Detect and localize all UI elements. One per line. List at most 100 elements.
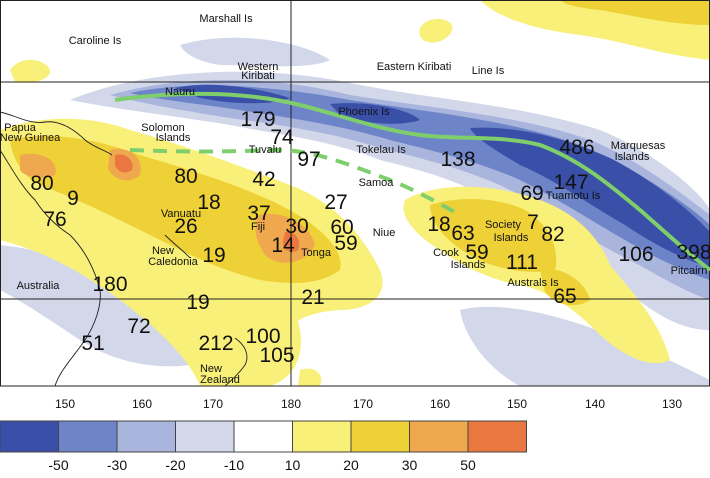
rainfall-value-27: 106 (618, 243, 653, 266)
label-vanuatu: Vanuatu (161, 208, 201, 220)
legend-swatch-8 (467, 420, 527, 453)
rainfall-value-1: 74 (270, 126, 294, 149)
rainfall-value-5: 80 (30, 172, 53, 195)
label-kiribati: Kiribati (241, 70, 275, 82)
label-cook-islands: Islands (451, 259, 486, 271)
spcz-dashed-line (129, 147, 461, 217)
rainfall-value-23: 14 (271, 234, 295, 257)
longitude-label-1: 160 (132, 397, 152, 411)
rainfall-value-10: 147 (553, 171, 588, 194)
anomaly-region (10, 59, 51, 83)
anomaly-region (206, 289, 301, 386)
rainfall-value-11: 69 (520, 182, 543, 205)
rainfall-value-16: 60 (330, 216, 353, 239)
label-line-is: Line Is (472, 65, 505, 77)
label-marquesas: Marquesas (611, 140, 666, 152)
legend-swatch-5 (292, 420, 352, 453)
label-new-caledonia-1: New (152, 245, 174, 257)
rainfall-value-7: 80 (174, 165, 197, 188)
rainfall-value-8: 18 (197, 191, 220, 214)
label-new-zealand-1: New (200, 363, 222, 375)
new-caledonia-coast (164, 234, 191, 259)
rainfall-value-36: 100 (245, 325, 280, 348)
legend-swatch-1 (58, 420, 118, 453)
rainfall-value-35: 212 (198, 332, 233, 355)
anomaly-region (20, 153, 56, 178)
itcz-line (114, 91, 710, 272)
label-papua: Papua (4, 122, 37, 134)
rainfall-value-30: 21 (301, 286, 324, 309)
rainfall-value-20: 82 (541, 223, 564, 246)
place-labels: Marshall Is Caroline Is Western Kiribati… (0, 13, 707, 386)
rainfall-value-28: 398 (676, 241, 710, 264)
legend-tick-2: -20 (165, 457, 185, 473)
rainfall-value-25: 59 (465, 241, 488, 264)
rainfall-value-4: 486 (559, 136, 594, 159)
label-pitcairn: Pitcairn (671, 265, 708, 277)
label-tonga: Tonga (301, 247, 332, 259)
legend-tick-5: 20 (343, 457, 359, 473)
rainfall-value-15: 27 (324, 191, 347, 214)
legend-swatch-6 (350, 420, 410, 453)
anomaly-region (470, 127, 710, 268)
legend-swatch-3 (175, 420, 235, 453)
australia-coast (0, 149, 101, 387)
label-tokelau-is: Tokelau Is (356, 144, 406, 156)
label-society: Society (485, 219, 522, 231)
label-new-caledonia-2: Caledonia (148, 256, 198, 268)
legend-tick-7: 50 (460, 457, 476, 473)
label-australs-is: Australs Is (507, 277, 559, 289)
label-society-islands: Islands (494, 232, 529, 244)
label-australia: Australia (17, 280, 61, 292)
anomaly-region (430, 198, 557, 272)
anomaly-region (180, 37, 330, 67)
anomaly-fields (0, 0, 710, 386)
rainfall-value-22: 19 (202, 244, 225, 267)
anomaly-region (560, 0, 710, 25)
legend-swatch-4 (233, 420, 293, 453)
label-new-zealand-2: Zealand (200, 374, 240, 386)
longitude-label-0: 150 (55, 397, 75, 411)
legend-swatch-0 (0, 420, 59, 453)
legend-tick-0: -50 (48, 457, 68, 473)
legend-tick-1: -30 (107, 457, 127, 473)
rainfall-value-14: 30 (285, 215, 308, 238)
color-legend: -50 -30 -20 -10 10 20 30 50 (0, 420, 527, 473)
longitude-label-4: 170 (353, 397, 373, 411)
rainfall-value-13: 37 (247, 202, 270, 225)
label-solomon-islands: Islands (156, 132, 191, 144)
label-nauru: Nauru (165, 86, 195, 98)
label-samoa: Samoa (359, 177, 395, 189)
rainfall-value-29: 180 (92, 273, 127, 296)
legend-swatch-2 (116, 420, 176, 453)
anomaly-region (10, 135, 341, 283)
label-tuvalu: Tuvalu (249, 144, 282, 156)
label-cook: Cook (433, 247, 459, 259)
rainfall-value-32: 19 (186, 291, 209, 314)
rainfall-value-24: 59 (334, 232, 357, 255)
longitude-label-6: 150 (507, 397, 527, 411)
longitude-label-2: 170 (203, 397, 223, 411)
longitude-label-8: 130 (662, 397, 682, 411)
rainfall-value-37: 105 (259, 344, 294, 367)
graticule (0, 0, 710, 387)
rainfall-value-3: 138 (440, 148, 475, 171)
label-marshall-is: Marshall Is (199, 13, 253, 25)
rainfall-value-33: 72 (127, 315, 150, 338)
anomaly-region (115, 154, 133, 173)
coastlines (0, 111, 248, 387)
label-niue: Niue (373, 227, 396, 239)
label-caroline-is: Caroline Is (69, 35, 122, 47)
longitude-label-5: 160 (430, 397, 450, 411)
label-western: Western (238, 61, 279, 73)
label-new-guinea: New Guinea (0, 132, 61, 144)
anomaly-region (0, 245, 193, 367)
rainfall-value-34: 51 (81, 332, 104, 355)
anomaly-region (298, 368, 322, 386)
longitude-label-7: 140 (585, 397, 605, 411)
label-marquesas-islands: Islands (615, 151, 650, 163)
rainfall-value-21: 26 (174, 215, 197, 238)
label-solomon: Solomon (141, 122, 184, 134)
anomaly-region (540, 269, 590, 306)
